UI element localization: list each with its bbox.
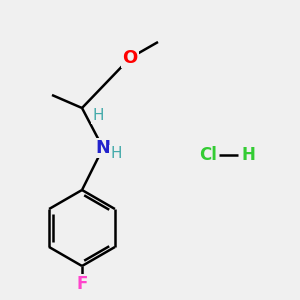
Text: F: F — [76, 275, 88, 293]
Text: Cl: Cl — [199, 146, 217, 164]
Text: H: H — [241, 146, 255, 164]
Text: H: H — [92, 109, 104, 124]
Text: O: O — [122, 49, 138, 67]
Text: N: N — [95, 139, 110, 157]
Text: H: H — [110, 146, 122, 160]
